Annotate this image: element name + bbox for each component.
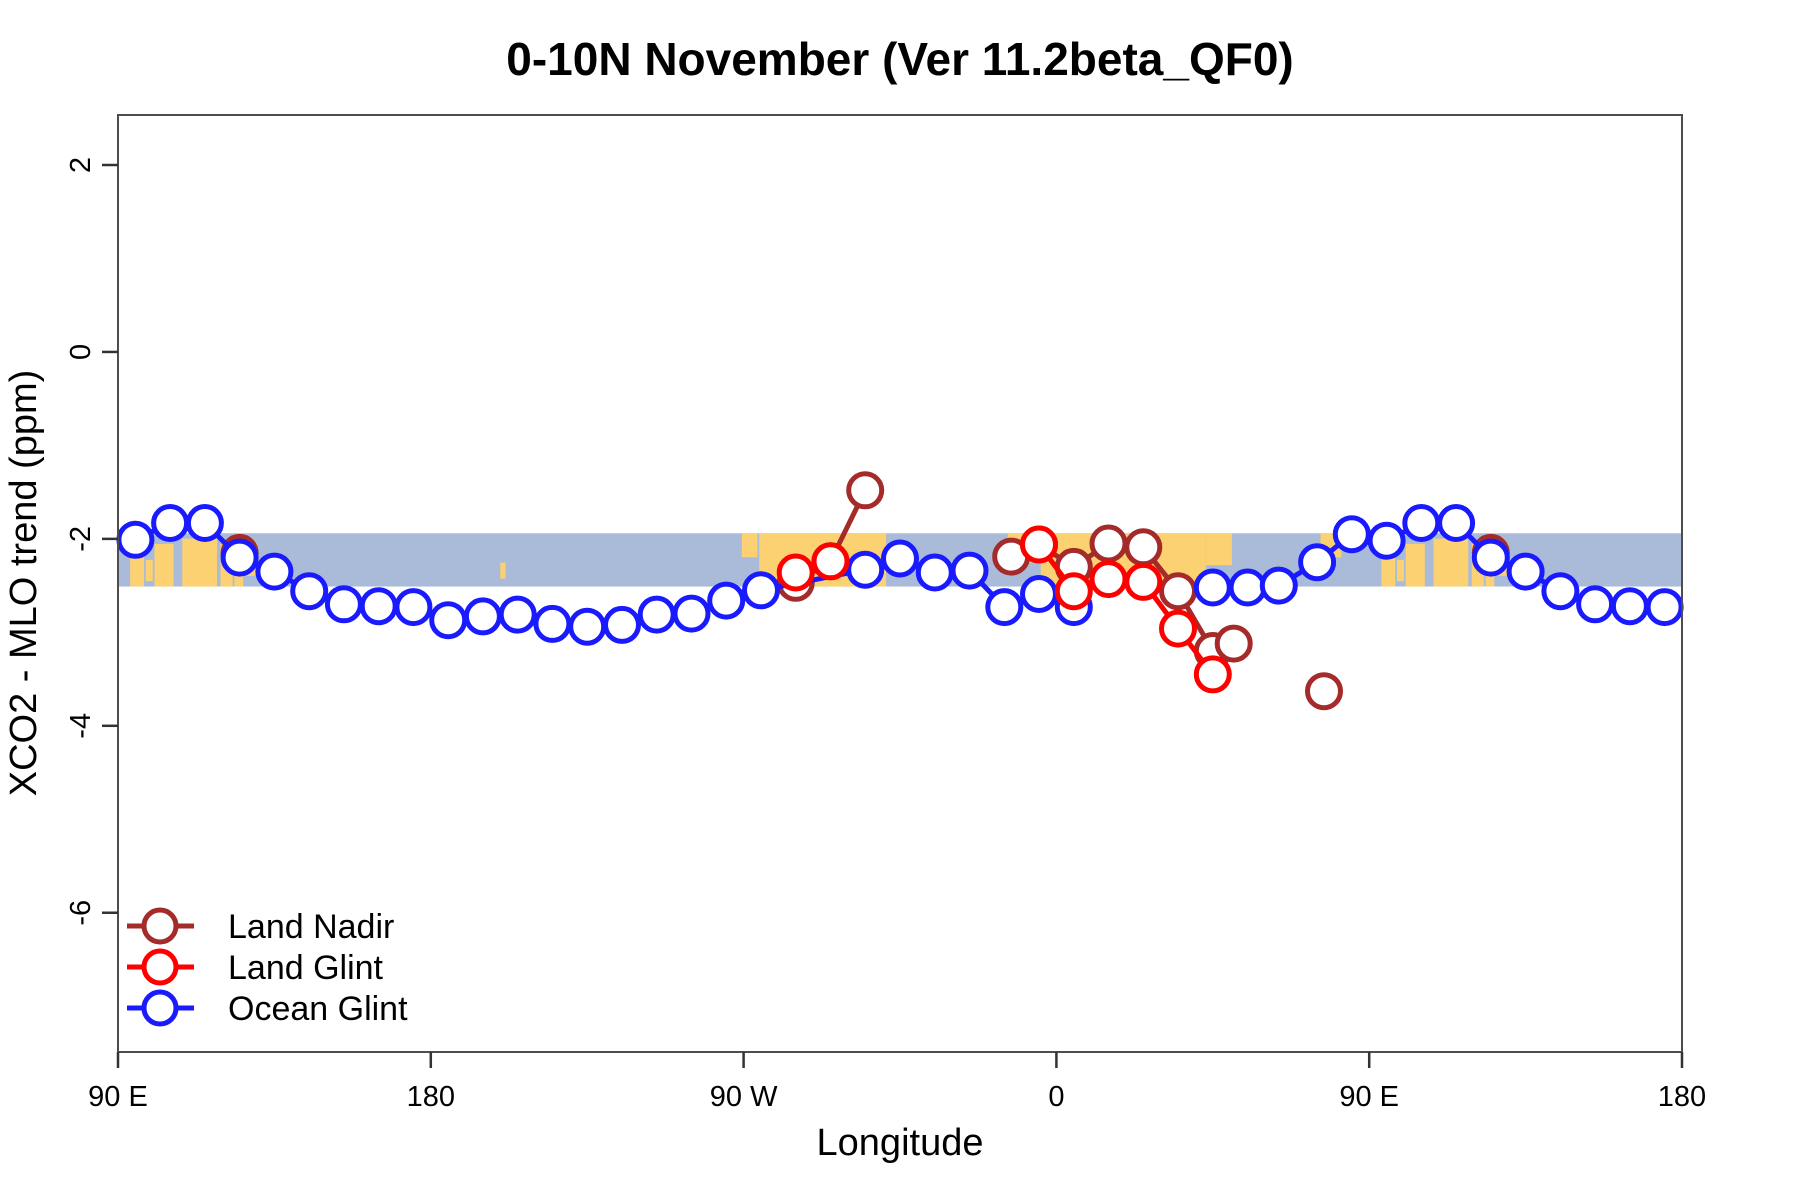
series-ocean-glint-point (1645, 588, 1684, 627)
y-tick-label: -4 (65, 713, 97, 739)
data-series (116, 471, 1684, 711)
series-ocean-glint-point (707, 581, 746, 620)
x-tick-label: 0 (1048, 1081, 1064, 1113)
legend-marker-icon (141, 989, 179, 1027)
series-ocean-glint-point (498, 595, 537, 634)
legend-item-ocean-glint: Ocean Glint (127, 989, 408, 1028)
series-land-glint-point (1193, 655, 1232, 694)
land-patch (741, 533, 758, 558)
series-ocean-glint-point (463, 597, 502, 636)
series-land-glint-point (1124, 562, 1163, 601)
land-patch (182, 538, 218, 587)
series-ocean-glint-point (1541, 572, 1580, 611)
series-land-nadir-point (1214, 624, 1253, 663)
series-ocean-glint-point (429, 601, 468, 640)
series-ocean-glint-point (950, 551, 989, 590)
y-tick-label: 0 (65, 344, 97, 360)
legend-label: Land Glint (228, 949, 384, 987)
series-ocean-glint-point (290, 572, 329, 611)
x-tick-label: 90 W (710, 1081, 778, 1113)
series-ocean-glint-point (1332, 515, 1371, 554)
series-ocean-glint-point (1228, 568, 1267, 607)
series-ocean-glint-point (151, 504, 190, 542)
series-ocean-glint-point (1020, 575, 1058, 613)
series-ocean-glint-point (255, 552, 294, 591)
series-ocean-glint-point (1259, 566, 1298, 605)
series-ocean-glint-point (1402, 504, 1441, 542)
series-ocean-glint-point (568, 607, 607, 646)
y-axis-label: XCO2 - MLO trend (ppm) (3, 370, 45, 797)
x-axis-label: Longitude (817, 1122, 984, 1164)
y-tick-label: 2 (65, 157, 97, 173)
series-ocean-glint-point (1576, 585, 1615, 624)
land-patch (1433, 538, 1469, 587)
series-ocean-glint-point (881, 539, 919, 578)
series-land-nadir-point (1089, 524, 1128, 563)
series-ocean-glint-point (603, 605, 641, 644)
legend-marker-icon (141, 948, 179, 986)
series-land-glint-point (1020, 525, 1058, 564)
chart-title: 0-10N November (Ver 11.2beta_QF0) (506, 33, 1293, 85)
series-ocean-glint-point (220, 538, 259, 577)
series-ocean-glint-point (394, 588, 433, 627)
series-ocean-glint-point (185, 504, 224, 542)
series-ocean-glint-point (1471, 538, 1510, 577)
legend-label: Land Nadir (228, 908, 394, 946)
land-patch (500, 562, 506, 579)
series-land-glint-point (1089, 560, 1128, 599)
series-land-glint-point (811, 542, 850, 581)
legend-label: Ocean Glint (228, 990, 408, 1028)
series-ocean-glint-point (533, 604, 572, 643)
series-ocean-glint-point (742, 571, 780, 610)
y-tick-label: -6 (65, 900, 97, 926)
series-ocean-glint-point (637, 595, 676, 634)
legend-item-land-glint: Land Glint (127, 948, 384, 987)
series-ocean-glint-point (116, 520, 155, 559)
series-land-glint-point (776, 553, 815, 592)
axes: 90 E 180 90 W 0 90 E 180 2 0 -2 -4 -6 (65, 114, 1706, 1113)
series-ocean-glint-point (324, 585, 363, 624)
x-tick-label: 90 E (1339, 1081, 1399, 1113)
land-patch (145, 559, 153, 582)
land-patch (154, 543, 174, 587)
series-ocean-glint-point (1437, 504, 1476, 542)
y-tick-label: -2 (65, 526, 97, 552)
series-ocean-glint-point (359, 587, 398, 626)
land-patch (1205, 533, 1232, 566)
land-patch (1405, 543, 1425, 587)
series-land-glint-point (1159, 609, 1197, 648)
series-ocean-glint-point (672, 594, 711, 633)
series-ocean-glint-point (985, 588, 1024, 627)
series-land-nadir-point (1124, 528, 1163, 567)
x-tick-label: 180 (407, 1081, 455, 1113)
series-ocean-glint-point (1367, 521, 1406, 560)
series-ocean-glint-point (915, 553, 954, 592)
x-tick-label: 180 (1658, 1081, 1706, 1113)
series-ocean-glint-point (846, 550, 885, 589)
land-patch (1397, 559, 1404, 582)
series-land-glint-point (1054, 572, 1093, 611)
series-land-nadir-point (846, 471, 885, 510)
legend-item-land-nadir: Land Nadir (127, 907, 394, 946)
plot-box (117, 114, 1683, 1053)
series-land-nadir-point (1159, 572, 1197, 611)
series-ocean-glint-point (1506, 552, 1545, 591)
x-tick-label: 90 E (88, 1081, 148, 1113)
series-ocean-glint-point (1610, 587, 1649, 626)
series-ocean-glint-point (1298, 543, 1337, 582)
series-land-nadir-point (1305, 672, 1343, 711)
series-ocean-glint-point (1193, 568, 1232, 607)
legend-marker-icon (141, 907, 179, 945)
